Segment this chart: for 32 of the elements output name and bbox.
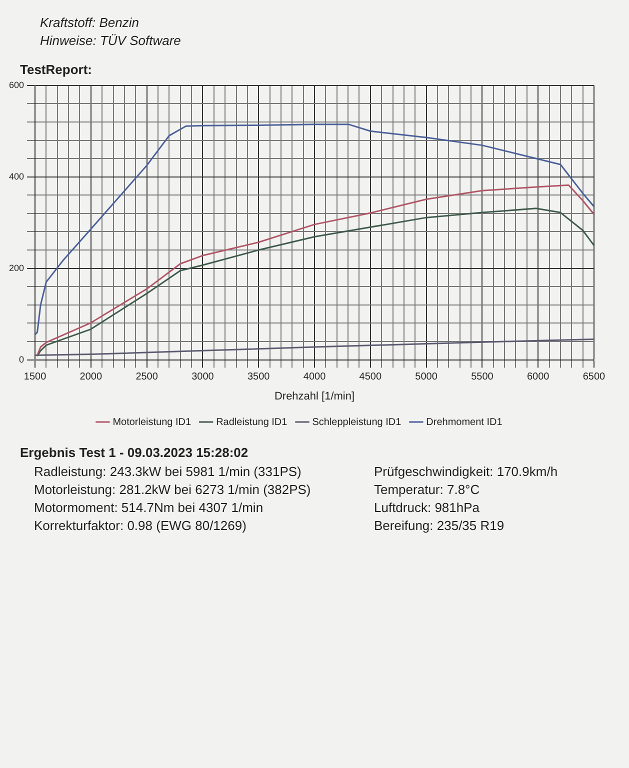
x-tick-label: 3500 bbox=[247, 372, 270, 383]
text: Bereifung: 235/35 R19 bbox=[374, 518, 506, 533]
chart-title: TestReport: bbox=[19, 61, 93, 77]
x-tick-label: 4500 bbox=[359, 372, 382, 383]
text: Radleistung: 243.3kW bei 5981 1/min (331PS) bbox=[34, 464, 302, 479]
x-tick-label: 1500 bbox=[24, 372, 47, 383]
text: Korrekturfaktor: 0.98 (EWG 80/1269) bbox=[34, 518, 248, 533]
x-tick-label: 3000 bbox=[192, 372, 214, 383]
x-tick-label: 6000 bbox=[526, 372, 550, 383]
text: Motorleistung: 281.2kW bei 6273 1/min (382PS) bbox=[34, 482, 312, 497]
x-tick-label: 2500 bbox=[136, 372, 158, 383]
legend-label: Drehmoment ID1 bbox=[426, 416, 503, 428]
text: Ergebnis Test 1 - 09.03.2023 15:28:02 bbox=[20, 445, 250, 460]
x-axis-title: Drehzahl [1/min] bbox=[274, 390, 355, 402]
text: Temperatur: 7.8°C bbox=[374, 482, 481, 497]
y-tick-label: 200 bbox=[8, 262, 24, 273]
text: Luftdruck: 981hPa bbox=[374, 500, 481, 515]
legend-label: Radleistung ID1 bbox=[216, 416, 288, 428]
legend-label: Schleppleistung ID1 bbox=[312, 416, 402, 428]
y-tick-label: 600 bbox=[8, 80, 24, 90]
text: Motormoment: 514.7Nm bei 4307 1/min bbox=[34, 500, 264, 515]
x-tick-label: 2000 bbox=[80, 372, 102, 383]
y-tick-label: 0 bbox=[19, 354, 24, 364]
x-tick-label: 4000 bbox=[303, 372, 326, 383]
x-tick-label: 6500 bbox=[582, 372, 606, 383]
x-tick-label: 5000 bbox=[415, 372, 438, 383]
text: Kraftstoff: Benzin bbox=[40, 14, 140, 32]
y-tick-label: 400 bbox=[8, 171, 24, 182]
text: Prüfgeschwindigkeit: 170.9km/h bbox=[374, 464, 559, 479]
x-tick-label: 5500 bbox=[471, 372, 494, 383]
text: Hinweise: TÜV Software bbox=[40, 32, 182, 50]
legend-label: Motorleistung ID1 bbox=[112, 416, 192, 428]
